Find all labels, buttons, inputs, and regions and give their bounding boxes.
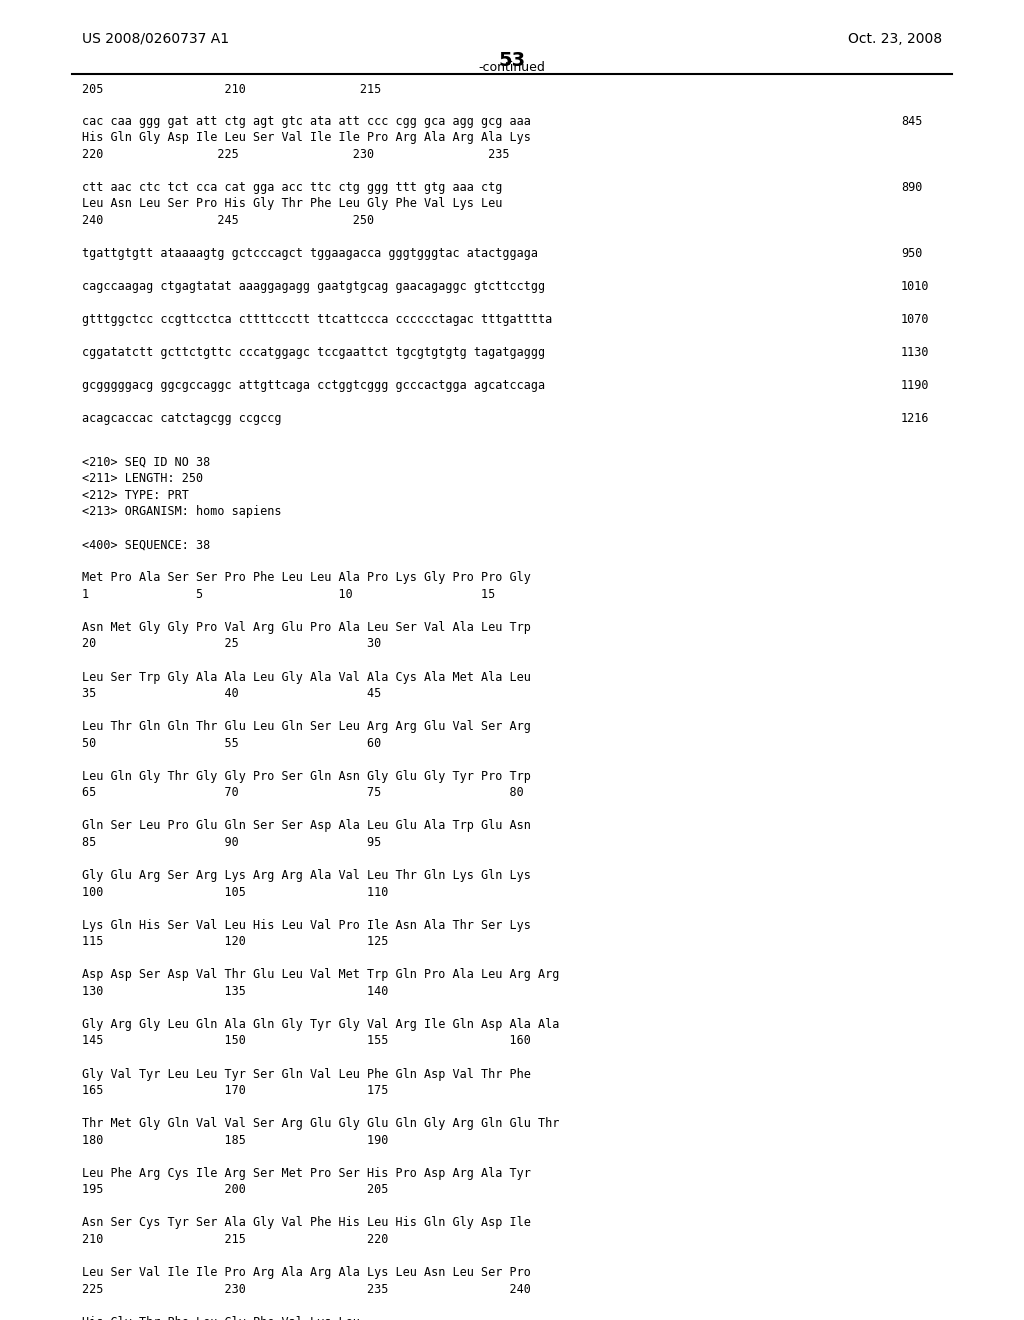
Text: 950: 950 (901, 247, 923, 260)
Text: 165                 170                 175: 165 170 175 (82, 1084, 388, 1097)
Text: US 2008/0260737 A1: US 2008/0260737 A1 (82, 32, 229, 46)
Text: 1070: 1070 (901, 313, 930, 326)
Text: Lys Gln His Ser Val Leu His Leu Val Pro Ile Asn Ala Thr Ser Lys: Lys Gln His Ser Val Leu His Leu Val Pro … (82, 919, 530, 932)
Text: 53: 53 (499, 51, 525, 70)
Text: Gly Val Tyr Leu Leu Tyr Ser Gln Val Leu Phe Gln Asp Val Thr Phe: Gly Val Tyr Leu Leu Tyr Ser Gln Val Leu … (82, 1068, 530, 1081)
Text: Oct. 23, 2008: Oct. 23, 2008 (848, 32, 942, 46)
Text: Leu Thr Gln Gln Thr Glu Leu Gln Ser Leu Arg Arg Glu Val Ser Arg: Leu Thr Gln Gln Thr Glu Leu Gln Ser Leu … (82, 721, 530, 733)
Text: 85                  90                  95: 85 90 95 (82, 836, 381, 849)
Text: 65                  70                  75                  80: 65 70 75 80 (82, 787, 523, 800)
Text: His Gly Thr Phe Leu Gly Phe Val Lys Leu: His Gly Thr Phe Leu Gly Phe Val Lys Leu (82, 1316, 359, 1320)
Text: 195                 200                 205: 195 200 205 (82, 1183, 388, 1196)
Text: Leu Ser Val Ile Ile Pro Arg Ala Arg Ala Lys Leu Asn Leu Ser Pro: Leu Ser Val Ile Ile Pro Arg Ala Arg Ala … (82, 1266, 530, 1279)
Text: 1130: 1130 (901, 346, 930, 359)
Text: 1010: 1010 (901, 280, 930, 293)
Text: cac caa ggg gat att ctg agt gtc ata att ccc cgg gca agg gcg aaa: cac caa ggg gat att ctg agt gtc ata att … (82, 115, 530, 128)
Text: 115                 120                 125: 115 120 125 (82, 936, 388, 948)
Text: gtttggctcc ccgttcctca cttttccctt ttcattccca cccccctagac tttgatttta: gtttggctcc ccgttcctca cttttccctt ttcattc… (82, 313, 552, 326)
Text: ctt aac ctc tct cca cat gga acc ttc ctg ggg ttt gtg aaa ctg: ctt aac ctc tct cca cat gga acc ttc ctg … (82, 181, 503, 194)
Text: Asp Asp Ser Asp Val Thr Glu Leu Val Met Trp Gln Pro Ala Leu Arg Arg: Asp Asp Ser Asp Val Thr Glu Leu Val Met … (82, 969, 559, 981)
Text: -continued: -continued (478, 61, 546, 74)
Text: 1216: 1216 (901, 412, 930, 425)
Text: 180                 185                 190: 180 185 190 (82, 1134, 388, 1147)
Text: 225                 230                 235                 240: 225 230 235 240 (82, 1283, 530, 1296)
Text: Leu Asn Leu Ser Pro His Gly Thr Phe Leu Gly Phe Val Lys Leu: Leu Asn Leu Ser Pro His Gly Thr Phe Leu … (82, 197, 503, 210)
Text: 240                245                250: 240 245 250 (82, 214, 374, 227)
Text: acagcaccac catctagcgg ccgccg: acagcaccac catctagcgg ccgccg (82, 412, 282, 425)
Text: <212> TYPE: PRT: <212> TYPE: PRT (82, 488, 188, 502)
Text: Gly Glu Arg Ser Arg Lys Arg Arg Ala Val Leu Thr Gln Lys Gln Lys: Gly Glu Arg Ser Arg Lys Arg Arg Ala Val … (82, 869, 530, 882)
Text: 50                  55                  60: 50 55 60 (82, 737, 381, 750)
Text: Asn Met Gly Gly Pro Val Arg Glu Pro Ala Leu Ser Val Ala Leu Trp: Asn Met Gly Gly Pro Val Arg Glu Pro Ala … (82, 620, 530, 634)
Text: 1190: 1190 (901, 379, 930, 392)
Text: Leu Gln Gly Thr Gly Gly Pro Ser Gln Asn Gly Glu Gly Tyr Pro Trp: Leu Gln Gly Thr Gly Gly Pro Ser Gln Asn … (82, 770, 530, 783)
Text: 220                225                230                235: 220 225 230 235 (82, 148, 509, 161)
Text: 205                 210                215: 205 210 215 (82, 83, 381, 96)
Text: 100                 105                 110: 100 105 110 (82, 886, 388, 899)
Text: tgattgtgtt ataaaagtg gctcccagct tggaagacca gggtgggtac atactggaga: tgattgtgtt ataaaagtg gctcccagct tggaagac… (82, 247, 538, 260)
Text: <213> ORGANISM: homo sapiens: <213> ORGANISM: homo sapiens (82, 506, 282, 519)
Text: Met Pro Ala Ser Ser Pro Phe Leu Leu Ala Pro Lys Gly Pro Pro Gly: Met Pro Ala Ser Ser Pro Phe Leu Leu Ala … (82, 572, 530, 585)
Text: 35                  40                  45: 35 40 45 (82, 688, 381, 700)
Text: cagccaagag ctgagtatat aaaggagagg gaatgtgcag gaacagaggc gtcttcctgg: cagccaagag ctgagtatat aaaggagagg gaatgtg… (82, 280, 545, 293)
Text: Thr Met Gly Gln Val Val Ser Arg Glu Gly Glu Gln Gly Arg Gln Glu Thr: Thr Met Gly Gln Val Val Ser Arg Glu Gly … (82, 1117, 559, 1130)
Text: 210                 215                 220: 210 215 220 (82, 1233, 388, 1246)
Text: <210> SEQ ID NO 38: <210> SEQ ID NO 38 (82, 455, 210, 469)
Text: 130                 135                 140: 130 135 140 (82, 985, 388, 998)
Text: Leu Ser Trp Gly Ala Ala Leu Gly Ala Val Ala Cys Ala Met Ala Leu: Leu Ser Trp Gly Ala Ala Leu Gly Ala Val … (82, 671, 530, 684)
Text: 145                 150                 155                 160: 145 150 155 160 (82, 1035, 530, 1048)
Text: Gln Ser Leu Pro Glu Gln Ser Ser Asp Ala Leu Glu Ala Trp Glu Asn: Gln Ser Leu Pro Glu Gln Ser Ser Asp Ala … (82, 820, 530, 833)
Text: <400> SEQUENCE: 38: <400> SEQUENCE: 38 (82, 539, 210, 552)
Text: 1               5                   10                  15: 1 5 10 15 (82, 587, 496, 601)
Text: Leu Phe Arg Cys Ile Arg Ser Met Pro Ser His Pro Asp Arg Ala Tyr: Leu Phe Arg Cys Ile Arg Ser Met Pro Ser … (82, 1167, 530, 1180)
Text: <211> LENGTH: 250: <211> LENGTH: 250 (82, 473, 203, 484)
Text: Asn Ser Cys Tyr Ser Ala Gly Val Phe His Leu His Gln Gly Asp Ile: Asn Ser Cys Tyr Ser Ala Gly Val Phe His … (82, 1217, 530, 1229)
Text: 845: 845 (901, 115, 923, 128)
Text: gcgggggacg ggcgccaggc attgttcaga cctggtcggg gcccactgga agcatccaga: gcgggggacg ggcgccaggc attgttcaga cctggtc… (82, 379, 545, 392)
Text: Gly Arg Gly Leu Gln Ala Gln Gly Tyr Gly Val Arg Ile Gln Asp Ala Ala: Gly Arg Gly Leu Gln Ala Gln Gly Tyr Gly … (82, 1018, 559, 1031)
Text: cggatatctt gcttctgttc cccatggagc tccgaattct tgcgtgtgtg tagatgaggg: cggatatctt gcttctgttc cccatggagc tccgaat… (82, 346, 545, 359)
Text: His Gln Gly Asp Ile Leu Ser Val Ile Ile Pro Arg Ala Arg Ala Lys: His Gln Gly Asp Ile Leu Ser Val Ile Ile … (82, 131, 530, 144)
Text: 890: 890 (901, 181, 923, 194)
Text: 20                  25                  30: 20 25 30 (82, 638, 381, 651)
